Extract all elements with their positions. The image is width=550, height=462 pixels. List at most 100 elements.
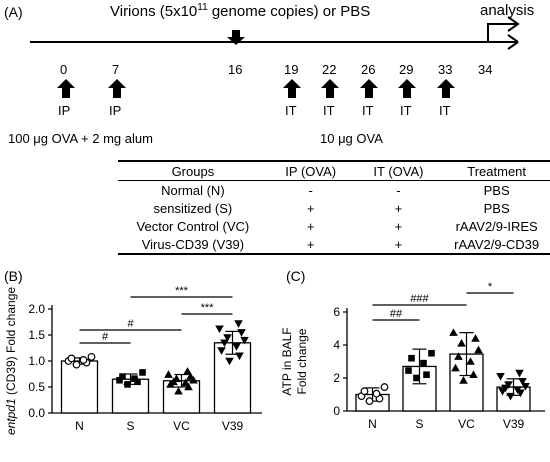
data-point — [220, 339, 229, 348]
data-point — [469, 370, 478, 378]
cell-ip: + — [306, 200, 315, 216]
data-point — [451, 363, 460, 372]
data-point — [139, 369, 146, 376]
data-point — [513, 386, 522, 394]
timeline-diagram — [30, 16, 520, 98]
timeline-arrowhead-top — [507, 34, 519, 43]
virion-note-text: Virions (5x10 — [110, 3, 198, 20]
y-axis-label-line: Fold change — [295, 328, 309, 394]
virion-arrow — [227, 30, 245, 45]
day-19: 19 — [284, 62, 299, 77]
y-tick-label: 0.5 — [28, 380, 45, 394]
table-row: sensitized (S) + + PBS — [118, 199, 550, 217]
data-point — [360, 387, 369, 396]
cell-it: + — [394, 236, 403, 252]
panel-b-label: (B) — [4, 268, 23, 284]
point-group — [405, 349, 435, 382]
point-group — [215, 320, 249, 366]
data-point — [428, 349, 435, 357]
header-ip: IP (OVA) — [285, 163, 337, 179]
data-point — [72, 360, 81, 369]
data-point — [506, 392, 515, 401]
data-point — [504, 381, 513, 389]
up-arrow-icon — [321, 79, 339, 98]
data-point — [225, 357, 234, 366]
y-axis-label: entpd1 (CD39) Fold change — [4, 287, 18, 435]
header-treatment: Treatment — [467, 163, 527, 179]
day-0: 0 — [60, 62, 68, 77]
data-point — [116, 376, 123, 384]
point-group — [357, 383, 389, 405]
day-22: 22 — [322, 62, 337, 77]
data-point — [232, 343, 241, 351]
y-tick-label: 0.0 — [28, 406, 45, 420]
data-point — [79, 356, 88, 364]
y-tick-label: 1.5 — [28, 328, 45, 342]
cell-group: sensitized (S) — [153, 200, 233, 216]
cell-group: Normal (N) — [161, 182, 225, 198]
x-tick-label: V39 — [503, 417, 525, 431]
point-group — [64, 352, 96, 369]
significance-label: # — [102, 331, 109, 343]
data-point — [183, 367, 192, 375]
day-7: 7 — [112, 62, 120, 77]
data-point — [380, 383, 389, 391]
data-point — [518, 378, 527, 386]
y-tick-label: 6 — [333, 305, 340, 319]
analysis-label: analysis — [480, 2, 535, 19]
it-label-day33: IT — [439, 103, 451, 118]
up-arrow-icon — [360, 79, 378, 98]
day-26: 26 — [361, 62, 376, 77]
data-point — [372, 389, 381, 398]
y-axis-label-rest: (CD39) Fold change — [4, 287, 18, 399]
day-16: 16 — [228, 62, 243, 77]
up-arrow-icon — [57, 79, 75, 98]
data-point — [124, 381, 131, 388]
day-33: 33 — [438, 62, 453, 77]
data-point — [237, 329, 246, 337]
bar — [60, 360, 99, 414]
point-group — [449, 328, 483, 384]
panel-a-label: (A) — [4, 4, 23, 20]
x-tick-label: S — [415, 417, 423, 431]
significance-label: * — [488, 281, 493, 293]
cell-it: + — [394, 200, 403, 216]
up-arrow-icon — [283, 79, 301, 98]
cell-treatment: rAAV2/9-IRES — [455, 218, 538, 234]
cell-group: Vector Control (VC) — [136, 218, 250, 234]
virion-note-rest: genome copies) or PBS — [207, 3, 371, 20]
data-point — [521, 382, 530, 391]
it-label-day26: IT — [362, 103, 374, 118]
up-arrow-icon — [108, 79, 126, 98]
data-point — [457, 339, 466, 347]
data-point — [234, 320, 243, 328]
data-point — [471, 334, 480, 342]
significance-label: ## — [390, 308, 403, 320]
point-group — [496, 369, 530, 401]
up-arrow-icon — [398, 79, 416, 98]
cell-ip: + — [306, 218, 315, 234]
y-tick-label: 0 — [333, 404, 340, 418]
cell-treatment: PBS — [483, 182, 510, 198]
groups-table: Groups IP (OVA) IT (OVA) Treatment Norma… — [118, 160, 550, 255]
data-point — [215, 325, 224, 334]
cell-treatment: PBS — [483, 200, 510, 216]
data-point — [515, 369, 524, 378]
table-row: Virus-CD39 (V39) + + rAAV2/9-CD39 — [118, 235, 550, 254]
data-point — [408, 354, 415, 362]
point-group — [116, 369, 146, 388]
x-tick-label: V39 — [222, 419, 244, 433]
challenge-text: 10 μg OVA — [320, 131, 383, 146]
y-tick-label: 2 — [333, 371, 340, 385]
y-tick-label: 1.0 — [28, 354, 45, 368]
cell-it: - — [396, 182, 401, 198]
data-point — [405, 367, 412, 374]
up-arrow-icon — [437, 79, 455, 98]
data-point — [449, 328, 458, 336]
cell-it: + — [394, 218, 403, 234]
data-point — [365, 397, 374, 405]
data-point — [186, 372, 195, 380]
data-point — [131, 375, 138, 382]
day-29: 29 — [399, 62, 414, 77]
